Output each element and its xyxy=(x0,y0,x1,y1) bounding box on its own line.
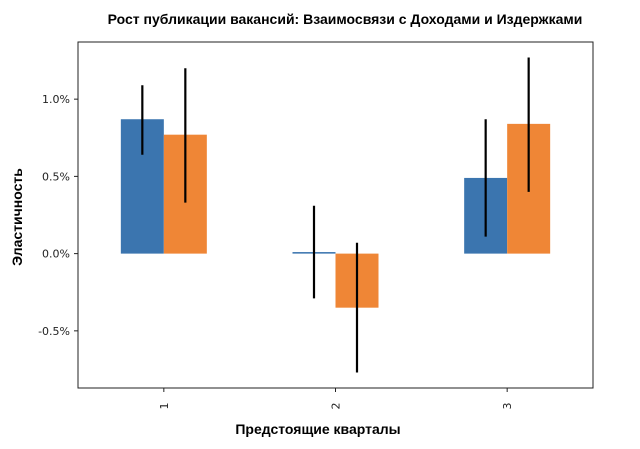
x-tick-label: 1 xyxy=(158,403,171,410)
y-tick-label: 1.0% xyxy=(42,93,70,106)
y-tick-label: 0.0% xyxy=(42,248,70,261)
y-tick-label: 0.5% xyxy=(42,170,70,183)
y-tick-label: -0.5% xyxy=(38,325,70,338)
error-bars-group xyxy=(141,57,530,373)
x-tick-label: 3 xyxy=(501,403,514,410)
x-axis-label: Предстоящие кварталы xyxy=(235,421,400,437)
chart-title: Рост публикации вакансий: Взаимосвязи с … xyxy=(108,11,583,27)
x-axis-ticks: 1 2 3 xyxy=(158,388,514,410)
y-axis-label: Эластичность xyxy=(9,168,25,266)
y-axis-ticks: 1.0% 0.5% 0.0% -0.5% xyxy=(38,93,78,338)
x-tick-label: 2 xyxy=(330,403,343,410)
